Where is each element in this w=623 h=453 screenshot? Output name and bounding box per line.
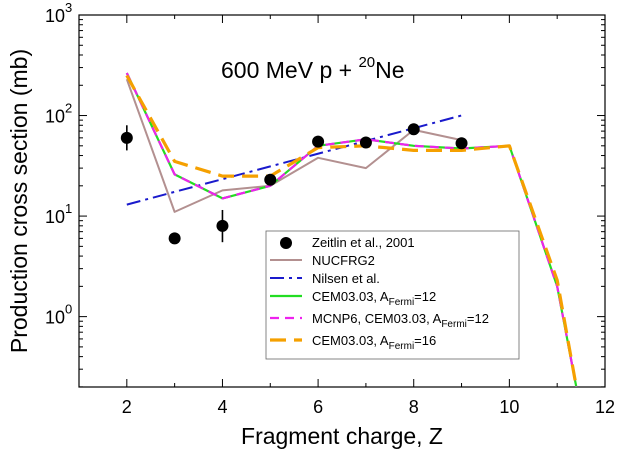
x-tick-label: 12	[595, 397, 615, 417]
y-tick-label: 103	[45, 0, 72, 26]
data-point	[359, 136, 372, 149]
data-point	[312, 135, 325, 148]
legend-label: Zeitlin et al., 2001	[312, 235, 415, 250]
legend-label: CEM03.03, AFermi=12	[312, 289, 436, 308]
x-tick-label: 2	[122, 397, 132, 417]
x-axis-label: Fragment charge, Z	[241, 423, 443, 449]
legend-marker	[280, 237, 292, 249]
x-tick-label: 6	[313, 397, 323, 417]
legend-label: NUCFRG2	[312, 253, 375, 268]
y-tick-label: 100	[45, 302, 72, 328]
legend-label: CEM03.03, AFermi=16	[312, 333, 436, 352]
x-tick-label: 10	[499, 397, 519, 417]
legend-box	[265, 230, 520, 360]
data-point	[216, 219, 229, 232]
data-point	[407, 123, 420, 136]
x-tick-label: 8	[409, 397, 419, 417]
legend: Zeitlin et al., 2001 NUCFRG2 Nilsen et al.…	[265, 230, 520, 360]
y-axis-label: Production cross section (mb)	[6, 49, 32, 353]
y-tick-label: 101	[45, 201, 72, 227]
data-point	[120, 131, 133, 144]
y-tick-label: 102	[45, 101, 72, 127]
x-tick-label: 4	[217, 397, 227, 417]
plot-frame	[78, 14, 606, 388]
legend-label: MCNP6, CEM03.03, AFermi=12	[312, 311, 489, 330]
chart-title: 600 MeV p + 20Ne	[221, 54, 405, 83]
data-point	[455, 137, 468, 150]
x-axis-ticks: 2 4 6 8 10 12	[78, 15, 615, 417]
series-points	[120, 123, 468, 245]
legend-label: Nilsen et al.	[312, 271, 380, 286]
y-axis-ticks: 100 101 102 103	[45, 0, 605, 388]
data-point	[264, 173, 277, 186]
data-point	[168, 232, 181, 245]
series-line-1	[125, 78, 462, 213]
